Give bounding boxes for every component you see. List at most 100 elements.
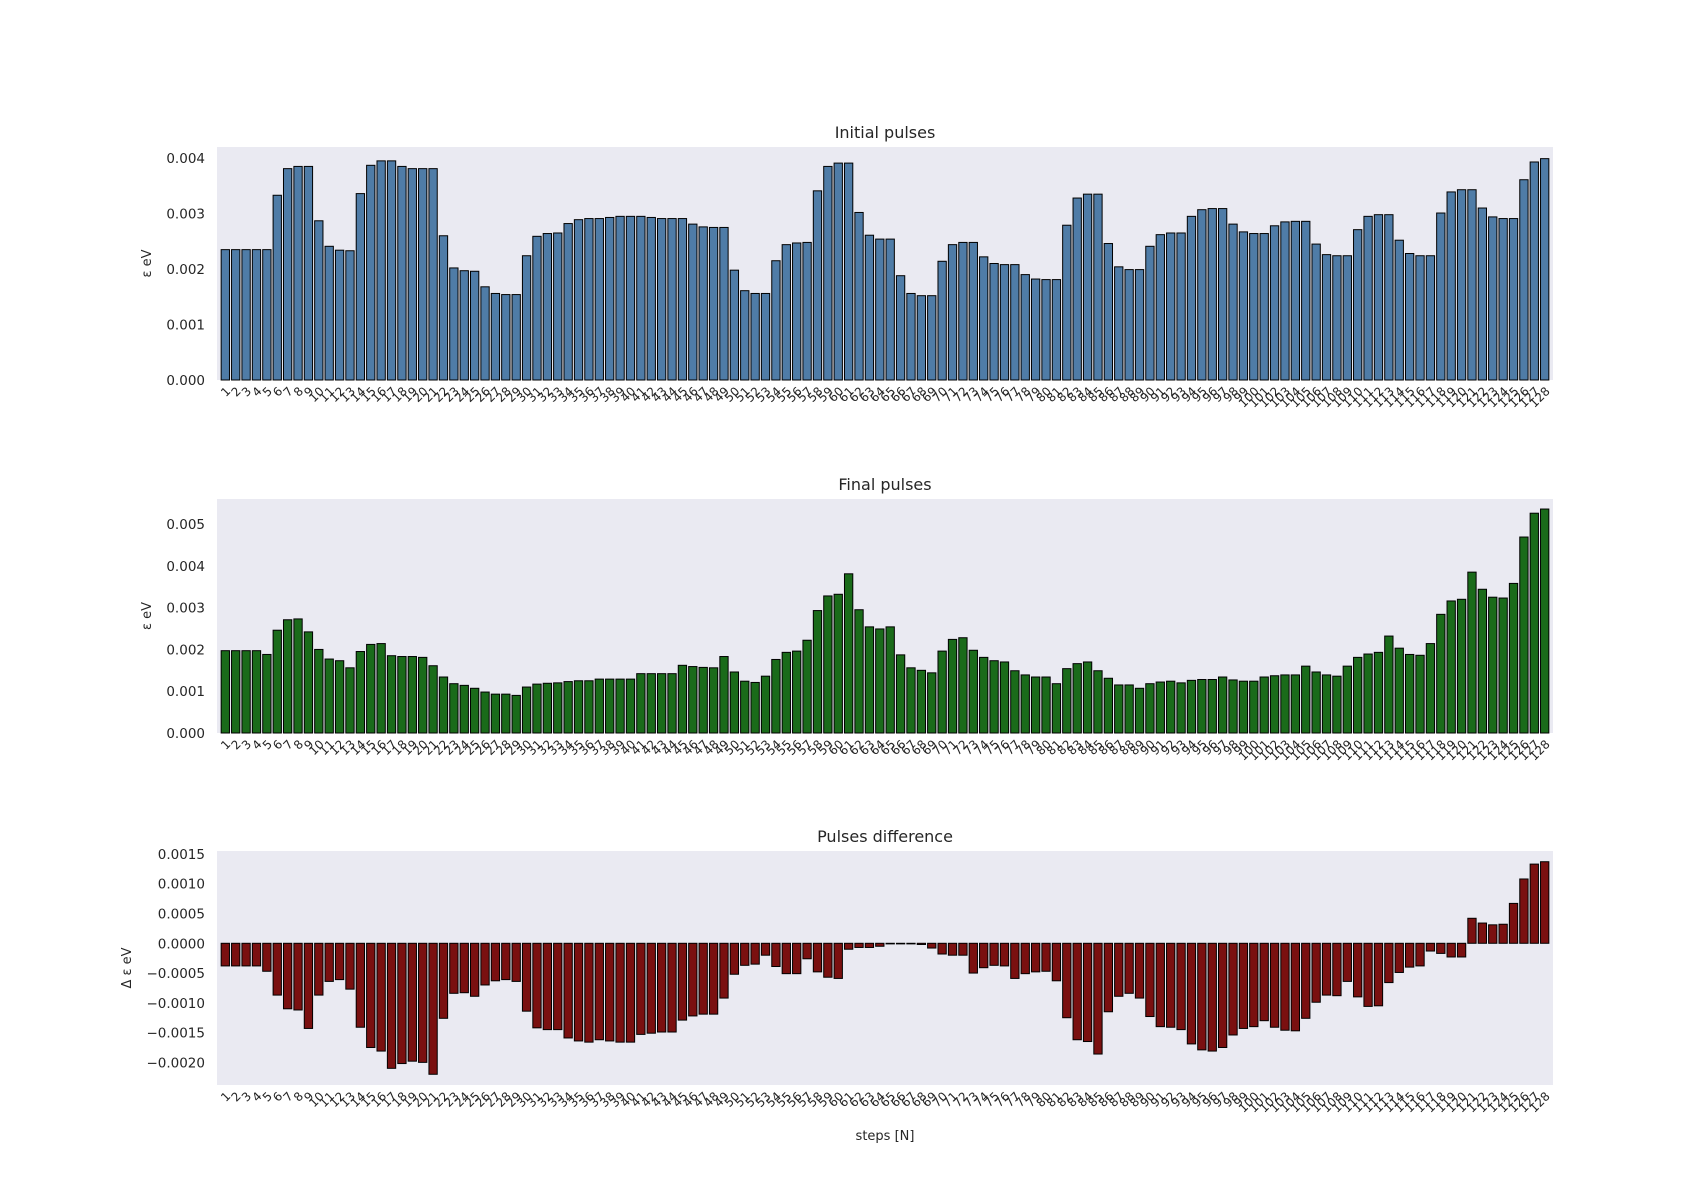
bar bbox=[1103, 942, 1114, 1013]
y-tick-label: 0.000 bbox=[166, 373, 205, 389]
bar bbox=[1207, 942, 1217, 1052]
bar bbox=[1456, 598, 1467, 734]
bar bbox=[646, 673, 656, 734]
bar bbox=[480, 286, 490, 381]
bar bbox=[1290, 674, 1301, 734]
bar bbox=[719, 942, 729, 999]
bar bbox=[1373, 942, 1384, 1007]
bar bbox=[792, 650, 802, 734]
bar bbox=[573, 942, 584, 1042]
bar bbox=[625, 942, 636, 1043]
bar bbox=[1041, 279, 1051, 381]
bar bbox=[729, 942, 740, 975]
bar bbox=[906, 292, 916, 381]
bar bbox=[386, 942, 397, 1069]
bar bbox=[1446, 191, 1456, 381]
bar bbox=[355, 651, 366, 734]
bar bbox=[469, 942, 480, 997]
bar bbox=[750, 681, 760, 734]
bar bbox=[1436, 212, 1446, 381]
bar bbox=[334, 249, 345, 381]
bar bbox=[334, 660, 345, 734]
bar bbox=[864, 234, 875, 381]
bar bbox=[812, 942, 823, 973]
bar bbox=[231, 249, 241, 381]
bar bbox=[947, 638, 958, 734]
bar bbox=[1041, 676, 1051, 734]
bar bbox=[1238, 942, 1249, 1029]
y-tick-label: 0.002 bbox=[166, 642, 205, 658]
bar bbox=[1176, 232, 1186, 381]
bar bbox=[843, 942, 854, 950]
bar bbox=[407, 656, 417, 734]
bar bbox=[625, 215, 636, 381]
y-tick-label: 0.001 bbox=[166, 318, 205, 334]
bar bbox=[667, 673, 677, 734]
plot-area-pulses-difference bbox=[217, 851, 1553, 1085]
bar bbox=[864, 626, 875, 734]
bar bbox=[251, 249, 262, 381]
bar bbox=[1436, 942, 1446, 954]
bars-final-pulses bbox=[220, 508, 1550, 734]
bar bbox=[563, 942, 573, 1039]
bar bbox=[1093, 193, 1103, 381]
bar bbox=[553, 232, 563, 381]
bar bbox=[854, 609, 864, 734]
bar bbox=[1467, 917, 1477, 944]
bar bbox=[1030, 278, 1041, 381]
bar bbox=[615, 215, 625, 381]
bar bbox=[584, 218, 594, 381]
bar bbox=[376, 160, 386, 381]
bar bbox=[1425, 942, 1436, 952]
bar bbox=[771, 942, 781, 968]
bar bbox=[646, 942, 656, 1034]
bar bbox=[1228, 223, 1238, 381]
bar bbox=[1311, 243, 1321, 381]
bar bbox=[781, 942, 791, 975]
bar bbox=[719, 226, 729, 381]
bar bbox=[1155, 234, 1165, 381]
bar bbox=[760, 942, 771, 956]
bar bbox=[1498, 218, 1508, 381]
bar bbox=[1217, 942, 1228, 1048]
bar bbox=[418, 656, 428, 734]
bar bbox=[1540, 508, 1550, 734]
y-tick-label: −0.0020 bbox=[146, 1055, 205, 1071]
bar bbox=[449, 267, 459, 381]
bar bbox=[916, 295, 927, 381]
bar bbox=[729, 671, 740, 734]
bar bbox=[771, 260, 781, 381]
bar bbox=[667, 942, 677, 1033]
bar bbox=[708, 226, 719, 381]
bar bbox=[501, 942, 511, 981]
bar bbox=[677, 218, 688, 381]
bar bbox=[677, 664, 688, 734]
y-axis-label-initial-pulses: ε eV bbox=[140, 249, 155, 277]
bar bbox=[511, 942, 521, 982]
bar bbox=[1082, 193, 1093, 381]
bar bbox=[1498, 597, 1508, 734]
bar bbox=[1280, 674, 1290, 734]
bar bbox=[1301, 220, 1311, 381]
bar bbox=[1540, 861, 1550, 944]
bar bbox=[1155, 942, 1165, 1028]
bar bbox=[314, 942, 324, 996]
bar bbox=[698, 666, 708, 734]
bar bbox=[220, 650, 230, 734]
bar bbox=[376, 643, 386, 734]
bar bbox=[1363, 942, 1373, 1007]
bar bbox=[968, 241, 978, 381]
bar bbox=[386, 160, 397, 381]
bar bbox=[1301, 942, 1311, 1019]
bar bbox=[1529, 863, 1539, 944]
chart-title-pulses-difference: Pulses difference bbox=[817, 827, 953, 846]
bar bbox=[303, 631, 314, 734]
bar bbox=[501, 294, 511, 381]
bar bbox=[771, 658, 781, 734]
bar bbox=[1290, 220, 1301, 381]
bar bbox=[231, 650, 241, 734]
bar bbox=[1353, 656, 1363, 734]
bar bbox=[563, 681, 573, 734]
bar bbox=[272, 194, 282, 381]
bars-pulses-difference bbox=[220, 861, 1550, 1075]
